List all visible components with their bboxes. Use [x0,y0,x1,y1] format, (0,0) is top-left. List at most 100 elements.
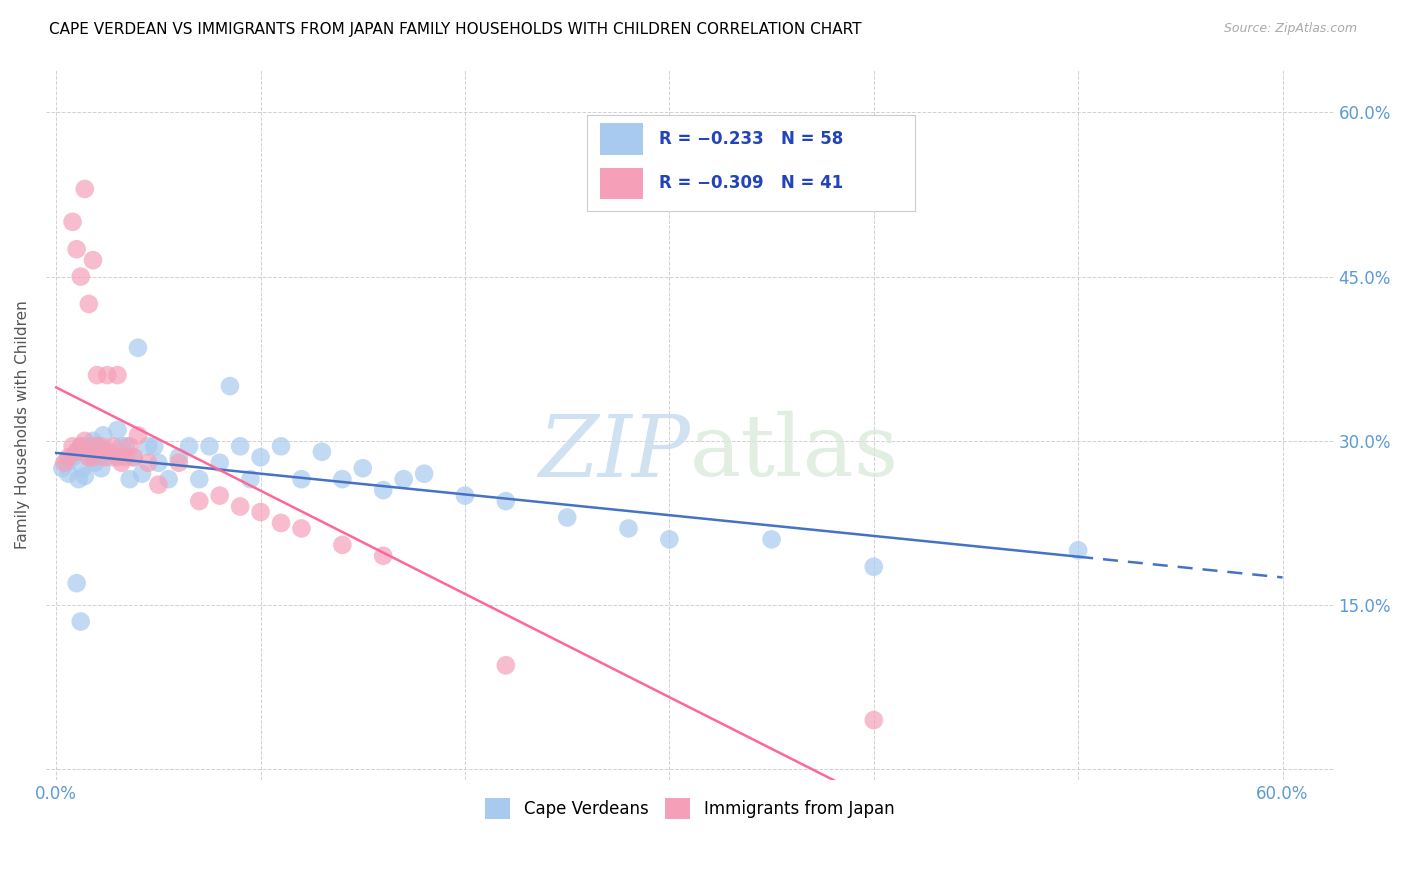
Point [69,439,91,453]
Point [208,489,231,503]
Point [555,510,578,524]
Point [77,297,100,311]
Point [167,456,190,470]
Point [80,439,103,453]
Point [51,461,73,475]
Point [90,461,112,475]
Point [219,379,242,393]
Point [495,494,517,508]
Point [167,450,190,465]
Point [1067,543,1090,558]
Point [96,368,118,383]
Point [148,456,170,470]
Point [86,439,108,453]
Point [143,439,166,453]
Legend: Cape Verdeans, Immigrants from Japan: Cape Verdeans, Immigrants from Japan [479,792,901,825]
Point [761,533,783,547]
Point [392,472,415,486]
Point [454,489,477,503]
Point [69,439,91,453]
Point [157,472,180,486]
Point [82,434,104,448]
Point [73,182,96,196]
Point [107,368,129,383]
Point [239,472,262,486]
Point [270,516,292,530]
Point [229,439,252,453]
Point [122,450,145,465]
Point [107,423,129,437]
Text: CAPE VERDEAN VS IMMIGRANTS FROM JAPAN FAMILY HOUSEHOLDS WITH CHILDREN CORRELATIO: CAPE VERDEAN VS IMMIGRANTS FROM JAPAN FA… [49,22,862,37]
Point [617,521,640,535]
Point [77,450,100,465]
Point [373,483,395,497]
Point [77,450,100,465]
Point [58,467,80,481]
Point [198,439,221,453]
Point [66,444,89,458]
Point [413,467,436,481]
Text: ZIP: ZIP [538,411,690,494]
Point [66,444,89,458]
Point [73,434,96,448]
Point [58,450,80,465]
Point [188,494,211,508]
Point [495,658,517,673]
Point [352,461,374,475]
Point [110,439,132,453]
Point [127,428,149,442]
Text: atlas: atlas [690,411,898,494]
Point [69,269,91,284]
Point [98,444,121,458]
Point [62,215,84,229]
Point [136,439,159,453]
Point [208,456,231,470]
Point [72,461,94,475]
Point [330,538,353,552]
Point [96,444,118,458]
Point [100,450,122,465]
Point [69,615,91,629]
Point [103,439,125,453]
Point [127,341,149,355]
Point [177,439,200,453]
Point [188,472,211,486]
Point [249,450,271,465]
Point [131,467,153,481]
Point [90,439,112,453]
Point [84,456,107,470]
Point [87,450,110,465]
Point [373,549,395,563]
Y-axis label: Family Households with Children: Family Households with Children [15,300,30,549]
Point [67,472,90,486]
Point [110,456,132,470]
Point [118,439,141,453]
Point [862,559,884,574]
Point [73,468,96,483]
Point [122,450,145,465]
Point [53,456,76,470]
Point [76,439,98,453]
Point [62,439,84,453]
Point [62,450,84,465]
Point [82,450,104,465]
Point [290,521,312,535]
Point [94,450,117,465]
Point [91,428,114,442]
Point [86,439,108,453]
Point [114,450,136,465]
Point [136,456,159,470]
Point [66,576,89,591]
Point [82,253,104,268]
Point [658,533,681,547]
Point [330,472,353,486]
Point [55,456,77,470]
Point [229,500,252,514]
Point [66,242,89,256]
Point [118,472,141,486]
Point [862,713,884,727]
Point [290,472,312,486]
Point [107,450,129,465]
Point [86,368,108,383]
Text: Source: ZipAtlas.com: Source: ZipAtlas.com [1223,22,1357,36]
